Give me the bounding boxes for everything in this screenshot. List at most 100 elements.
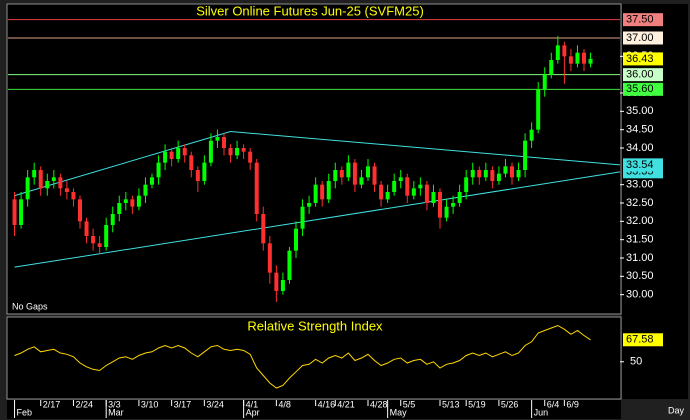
- candle-body: [104, 225, 109, 247]
- candle-body: [490, 170, 495, 181]
- month-label: May: [390, 407, 408, 417]
- date-label: 4/1: [246, 399, 259, 409]
- y-tick-label: 34.50: [626, 124, 654, 136]
- candle-body: [333, 170, 338, 181]
- candle-body: [411, 188, 416, 196]
- chart-title: Silver Online Futures Jun-25 (SVFM25): [196, 3, 424, 18]
- annotation: No Gaps: [12, 301, 48, 311]
- candle-body: [294, 228, 298, 251]
- trendline-label: 33.54: [626, 159, 654, 171]
- candle-body: [542, 74, 547, 90]
- candle-body: [451, 203, 456, 207]
- candle-body: [444, 206, 449, 218]
- month-label: Mar: [108, 407, 124, 417]
- level-box: [623, 31, 663, 45]
- y-tick-label: 34.00: [626, 142, 654, 154]
- candle-body: [274, 272, 279, 291]
- candle-body: [58, 177, 63, 189]
- candle-body: [398, 177, 403, 181]
- y-tick-label: 33.00: [626, 179, 654, 191]
- candle-body: [549, 60, 554, 75]
- candle-body: [143, 184, 148, 196]
- candle-body: [326, 181, 331, 200]
- candle-body: [261, 214, 266, 244]
- candle-body: [510, 166, 514, 178]
- date-label: 3/17: [174, 399, 192, 409]
- candle-body: [562, 45, 567, 57]
- last-price-label: 36.43: [626, 53, 654, 65]
- interval-label: Day: [668, 405, 685, 415]
- date-label: 6/4: [547, 399, 560, 409]
- candle-body: [254, 162, 259, 214]
- candle-body: [575, 52, 580, 64]
- candle-body: [477, 170, 482, 178]
- candle-body: [156, 162, 161, 178]
- candle-body: [222, 137, 226, 148]
- date-label: 4/16: [318, 399, 336, 409]
- candle-body: [457, 192, 462, 203]
- candle-body: [431, 192, 436, 203]
- candle-body: [503, 166, 508, 174]
- candle-body: [366, 166, 370, 178]
- date-label: 5/5: [403, 399, 416, 409]
- candle-body: [97, 243, 102, 247]
- y-tick-label: 30.00: [626, 289, 654, 301]
- last-price-box: [623, 52, 663, 66]
- y-tick-label: 32.00: [626, 215, 654, 227]
- candle-body: [71, 192, 76, 200]
- candle-body: [12, 199, 17, 225]
- date-label: 5/13: [442, 399, 460, 409]
- candle-body: [313, 184, 318, 203]
- candle-body: [307, 203, 312, 207]
- candle-body: [208, 140, 213, 163]
- candle-body: [150, 177, 154, 185]
- candle-body: [169, 151, 174, 159]
- y-tick-label: 32.50: [626, 197, 654, 209]
- candle-body: [300, 206, 305, 229]
- rsi-last-label: 67.58: [626, 334, 654, 346]
- candle-body: [523, 140, 528, 170]
- candle-body: [117, 203, 122, 214]
- y-tick-label: 31.50: [626, 234, 654, 246]
- level-box: [623, 68, 663, 82]
- candle-body: [588, 58, 593, 64]
- month-label: Feb: [17, 407, 33, 417]
- candle-body: [130, 199, 135, 207]
- month-label: Apr: [246, 407, 260, 417]
- candle-body: [392, 181, 397, 192]
- trendline-box: [623, 158, 663, 172]
- candle-body: [424, 184, 429, 203]
- candle-body: [352, 162, 357, 185]
- rsi-panel: [6, 316, 622, 400]
- level-box: [623, 82, 663, 96]
- level-label: 37.00: [626, 32, 654, 44]
- candle-body: [568, 56, 573, 64]
- month-label: Jun: [534, 407, 549, 417]
- date-label: 3/10: [141, 399, 159, 409]
- date-label: 6/9: [566, 399, 579, 409]
- candle-body: [182, 148, 187, 156]
- candle-body: [38, 170, 43, 189]
- date-label: 4/21: [337, 399, 355, 409]
- candle-body: [136, 195, 141, 207]
- y-tick-label: 35.00: [626, 105, 654, 117]
- date-label: 4/28: [370, 399, 388, 409]
- candle-body: [91, 236, 96, 244]
- candle-body: [496, 173, 501, 181]
- y-tick-label: 31.00: [626, 252, 654, 264]
- date-label: 5/19: [468, 399, 486, 409]
- candle-body: [176, 148, 181, 159]
- candle-body: [372, 166, 377, 185]
- candle-body: [405, 177, 410, 196]
- candle-body: [339, 170, 344, 178]
- level-label: 37.50: [626, 14, 654, 26]
- candle-body: [64, 188, 69, 192]
- candle-body: [470, 170, 475, 178]
- candle-body: [25, 177, 30, 200]
- level-label: 35.60: [626, 83, 654, 95]
- candle-body: [123, 199, 128, 203]
- date-label: 2/24: [75, 399, 93, 409]
- price-panel: [6, 3, 622, 315]
